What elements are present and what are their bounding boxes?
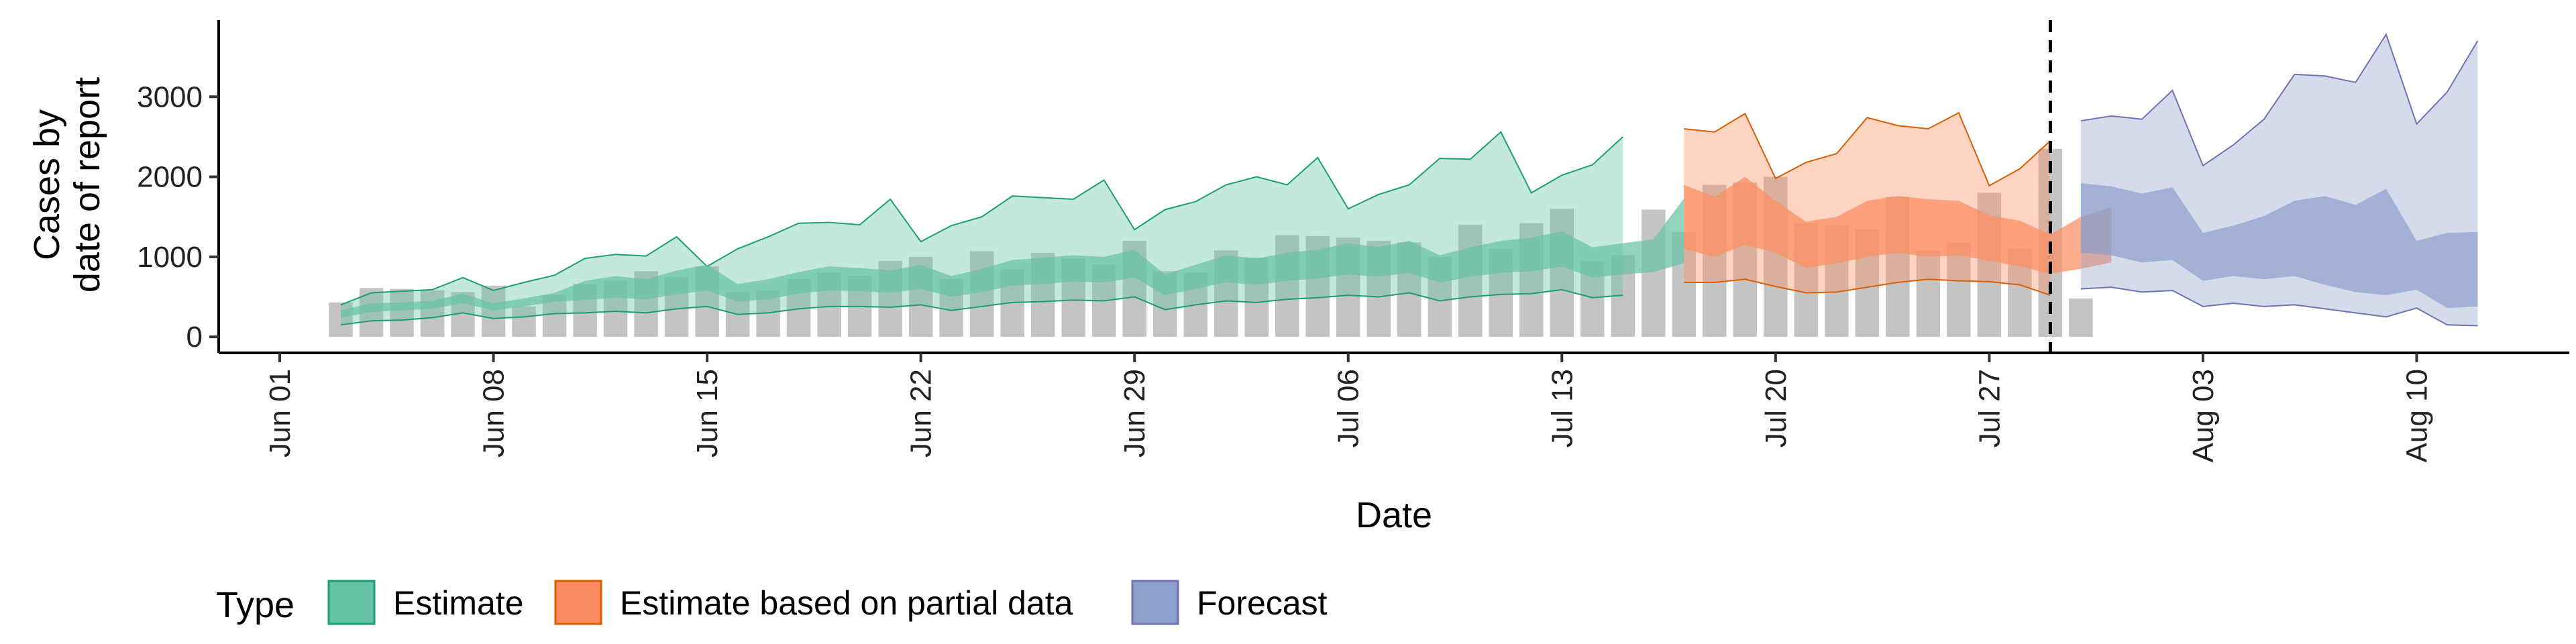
- y-axis-ticks: 0 1000 2000 3000: [137, 80, 219, 354]
- y-tick-label: 0: [186, 321, 203, 354]
- estimate-based-on-partial-data-outer-upper-line: [1684, 111, 2051, 187]
- reported-cases-bar: [2069, 298, 2093, 337]
- estimate-based-on-partial-data-outer-lower-line: [1684, 278, 2051, 297]
- estimate-outer-band: [341, 131, 1623, 325]
- y-tick-label: 2000: [137, 161, 203, 194]
- reported-cases-bar: [390, 288, 414, 337]
- y-axis-title-line2: date of report: [67, 77, 107, 292]
- x-tick-label: Jul 27: [1973, 369, 2006, 447]
- reported-cases-bar: [1550, 209, 1574, 337]
- legend-label-partial-estimate: Estimate based on partial data: [620, 584, 1073, 622]
- reported-cases-bar: [1916, 250, 1941, 337]
- reported-cases-bar: [1947, 242, 1971, 337]
- legend-key-partial-estimate: [554, 580, 602, 625]
- axes: [217, 20, 2569, 354]
- legend-title: Type: [216, 585, 294, 625]
- estimate-based-on-partial-data-inner-band: [1684, 176, 2112, 274]
- legend-key-forecast: [1131, 580, 1179, 625]
- estimate-outer-lower-line: [340, 288, 1623, 326]
- reported-cases-bar: [512, 306, 536, 337]
- x-axis-title: Date: [1356, 495, 1432, 535]
- legend-label-estimate: Estimate: [393, 584, 524, 622]
- y-axis-title-line1: Cases by: [27, 109, 67, 260]
- reported-cases-bar: [329, 302, 353, 337]
- reported-cases-bar: [969, 251, 994, 337]
- legend-key-estimate: [327, 580, 376, 625]
- x-tick-label: Jun 29: [1118, 369, 1151, 458]
- x-tick-label: Jul 06: [1332, 369, 1365, 447]
- y-tick-label: 3000: [137, 80, 203, 113]
- legend-label-forecast: Forecast: [1197, 584, 1328, 622]
- x-tick-label: Jun 15: [691, 369, 724, 458]
- x-tick-label: Jun 08: [478, 369, 511, 458]
- legend: Type Estimate Estimate based on partial …: [216, 580, 1328, 625]
- reported-cases-bar: [1458, 225, 1483, 337]
- estimate-inner-band: [341, 198, 1684, 318]
- forecast-inner-band: [2080, 183, 2478, 309]
- x-tick-label: Jun 22: [905, 369, 938, 458]
- x-tick-label: Aug 10: [2400, 369, 2433, 462]
- forecast-outer-upper-line: [2080, 32, 2479, 167]
- forecast-outer-lower-line: [2080, 286, 2478, 327]
- x-tick-label: Aug 03: [2187, 369, 2220, 462]
- reported-cases-bar: [420, 290, 445, 337]
- x-axis-ticks: Jun 01 Jun 08 Jun 15 Jun 22 Jun 29 Jul 06 Jul …: [264, 353, 2433, 462]
- estimate-bands: [340, 32, 2479, 327]
- estimate-outer-upper-line: [340, 131, 1623, 306]
- reported-cases-bar: [481, 285, 506, 337]
- x-tick-label: Jul 13: [1546, 369, 1578, 447]
- x-tick-label: Jul 20: [1760, 369, 1792, 447]
- x-tick-label: Jun 01: [264, 369, 297, 458]
- y-tick-label: 1000: [137, 241, 203, 274]
